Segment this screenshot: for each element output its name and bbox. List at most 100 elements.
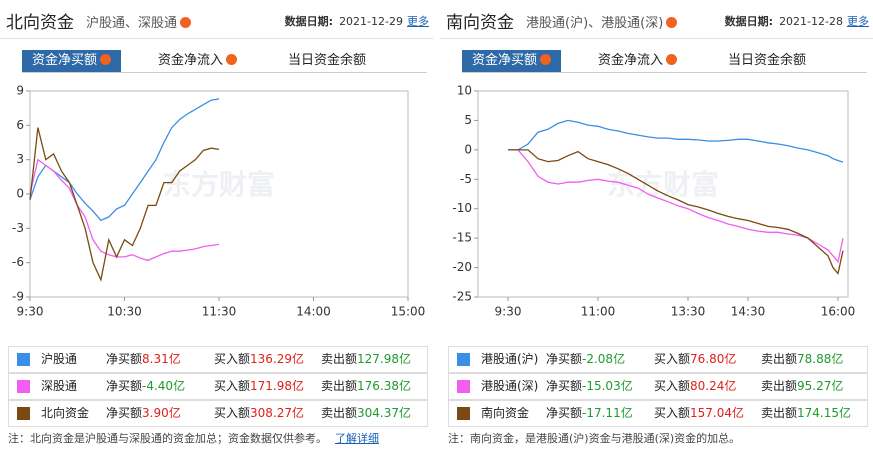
y-tick-label: 6 — [16, 118, 24, 132]
plot-frame — [477, 90, 849, 298]
cell-label: 买入额 — [654, 352, 691, 366]
date-label: 数据日期: — [724, 15, 774, 28]
date-block: 数据日期: 2021-12-29 更多 — [285, 13, 429, 29]
cell-label: 净买额 — [546, 406, 583, 420]
legend-row: 港股通(深) 净买额-15.03亿 买入额80.24亿 卖出额95.27亿 — [448, 373, 868, 400]
tab-label: 资金净流入 — [598, 53, 664, 68]
more-link[interactable]: 更多 — [847, 15, 869, 28]
subtitle-text: 沪股通、深股通 — [86, 16, 178, 31]
x-tick-label: 14:00 — [296, 305, 331, 319]
table-cell: 净买额8.31亿 — [106, 347, 181, 372]
cell-label: 净买额 — [106, 352, 143, 366]
table-cell: 净买额-2.08亿 — [546, 347, 625, 372]
cell-value: -4.40亿 — [142, 379, 186, 393]
help-icon — [540, 54, 552, 65]
cell-label: 卖出额 — [321, 379, 358, 393]
subtitle-text: 港股通(沪)、港股通(深) — [526, 16, 664, 31]
x-tick-label: 16:00 — [821, 305, 856, 319]
cell-label: 买入额 — [214, 352, 251, 366]
panel: 北向资金 沪股通、深股通 数据日期: 2021-12-29 更多资金净买额 资金净流入 当日… — [0, 0, 433, 455]
date-value: 2021-12-29 — [339, 15, 403, 28]
cell-value: -17.11亿 — [582, 406, 633, 420]
cell-label: 净买额 — [106, 406, 143, 420]
help-icon — [226, 54, 238, 65]
x-tick-label: 9:30 — [495, 305, 522, 319]
y-tick-label: 9 — [16, 84, 24, 98]
note-text: 注：南向资金，是港股通(沪)资金与港股通(深)资金的加总。 — [448, 432, 741, 445]
cell-value: 171.98亿 — [250, 379, 305, 393]
tab-label: 资金净买额 — [472, 53, 538, 68]
watermark: 东方财富 — [163, 168, 275, 201]
cell-label: 买入额 — [214, 379, 251, 393]
note: 注：南向资金，是港股通(沪)资金与港股通(深)资金的加总。 — [448, 430, 740, 446]
date-value: 2021-12-28 — [779, 15, 843, 28]
subtitle: 港股通(沪)、港股通(深) — [526, 12, 678, 31]
help-icon — [666, 54, 678, 65]
help-icon — [100, 54, 112, 65]
table-cell: 卖出额127.98亿 — [321, 347, 411, 372]
legend-name: 北向资金 — [41, 406, 90, 420]
x-tick-label: 15:00 — [391, 305, 426, 319]
cell-label: 净买额 — [546, 352, 583, 366]
table-cell: 买入额76.80亿 — [654, 347, 736, 372]
y-tick-label: 10 — [457, 84, 472, 98]
tab-label: 资金净流入 — [158, 53, 224, 68]
y-tick-label: 3 — [16, 152, 24, 166]
help-icon — [666, 17, 678, 28]
tab-label: 资金净买额 — [32, 53, 98, 68]
note-link[interactable]: 了解详细 — [335, 432, 379, 445]
legend-swatch — [457, 353, 470, 366]
tab[interactable]: 当日资金余额 — [278, 50, 376, 72]
cell-value: 80.24亿 — [690, 379, 737, 393]
divider — [440, 38, 873, 39]
x-tick-label: 11:30 — [202, 305, 237, 319]
tab[interactable]: 资金净买额 — [462, 50, 562, 72]
legend-row: 沪股通 净买额8.31亿 买入额136.29亿 卖出额127.98亿 — [8, 346, 428, 373]
y-tick-label: -15 — [452, 231, 472, 245]
tab[interactable]: 资金净流入 — [588, 50, 687, 72]
x-tick-label: 10:30 — [107, 305, 142, 319]
cell-value: 3.90亿 — [142, 406, 181, 420]
cell-value: 304.37亿 — [357, 406, 412, 420]
y-tick-label: -9 — [12, 290, 24, 304]
y-tick-label: -6 — [12, 255, 24, 269]
legend-swatch — [17, 353, 30, 366]
x-tick-label: 9:30 — [17, 305, 44, 319]
cell-label: 卖出额 — [321, 352, 358, 366]
note-text: 注：北向资金是沪股通与深股通的资金加总；资金数据仅供参考。 — [8, 432, 327, 445]
tab[interactable]: 当日资金余额 — [718, 50, 816, 72]
cell-value: 127.98亿 — [357, 352, 412, 366]
cell-label: 卖出额 — [761, 352, 798, 366]
legend-name: 港股通(深) — [481, 379, 539, 393]
legend-name: 南向资金 — [481, 406, 530, 420]
table-cell: 卖出额95.27亿 — [761, 374, 843, 399]
panel-title: 南向资金 — [446, 13, 514, 33]
table-cell: 卖出额304.37亿 — [321, 401, 411, 426]
table-cell: 买入额171.98亿 — [214, 374, 304, 399]
table-cell: 净买额-15.03亿 — [546, 374, 633, 399]
series-line — [508, 119, 844, 163]
x-tick-label: 14:30 — [731, 305, 766, 319]
table-cell: 净买额3.90亿 — [106, 401, 181, 426]
divider — [0, 38, 433, 39]
panel: 南向资金 港股通(沪)、港股通(深) 数据日期: 2021-12-28 更多 资金净买额资… — [440, 0, 873, 455]
cell-value: 76.80亿 — [690, 352, 737, 366]
cell-label: 买入额 — [214, 406, 251, 420]
series-line — [29, 127, 220, 282]
tab[interactable]: 资金净流入 — [148, 50, 247, 72]
cell-label: 净买额 — [546, 379, 583, 393]
cell-value: 176.38亿 — [357, 379, 412, 393]
date-label: 数据日期: — [284, 15, 334, 28]
legend-name: 沪股通 — [41, 352, 78, 366]
cell-value: -2.08亿 — [582, 352, 626, 366]
cell-label: 卖出额 — [321, 406, 358, 420]
table-cell: 卖出额78.88亿 — [761, 347, 843, 372]
legend-swatch — [17, 407, 30, 420]
legend-row: 港股通(沪) 净买额-2.08亿 买入额76.80亿 卖出额78.88亿 — [448, 346, 868, 373]
tab[interactable]: 资金净买额 — [22, 50, 122, 72]
tab-label: 当日资金余额 — [728, 53, 807, 68]
legend-row: 南向资金 净买额-17.11亿 买入额157.04亿 卖出额174.15亿 — [448, 400, 868, 427]
x-tick-label: 11:00 — [581, 305, 616, 319]
more-link[interactable]: 更多 — [407, 15, 429, 28]
